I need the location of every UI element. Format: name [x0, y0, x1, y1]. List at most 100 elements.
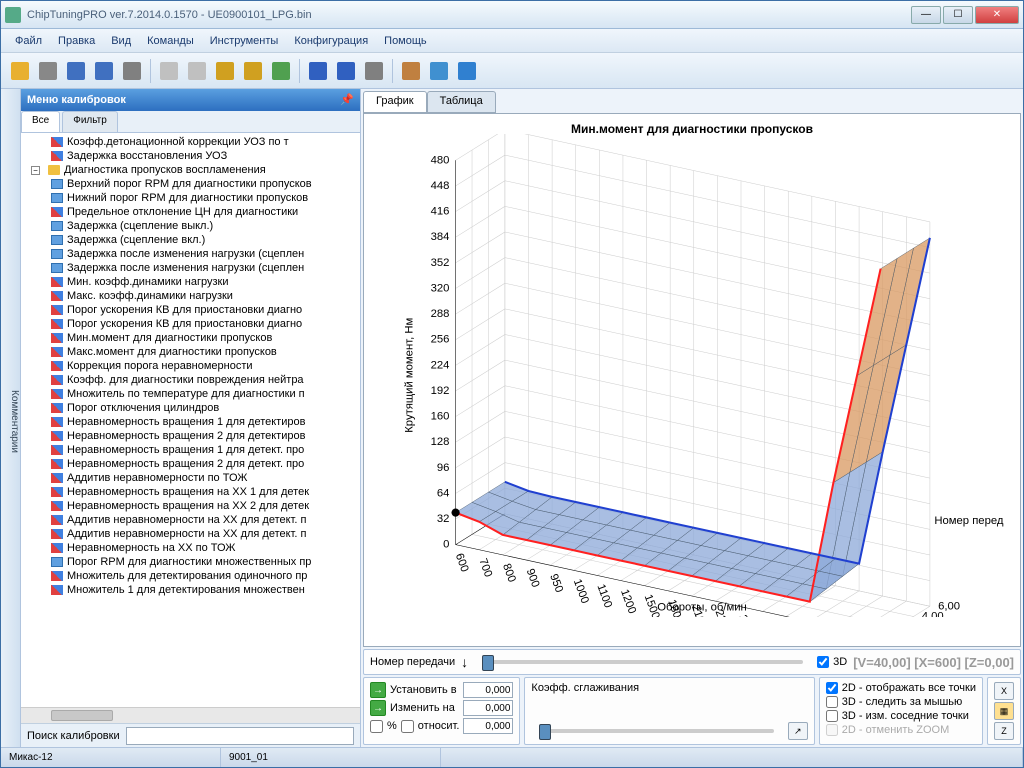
righttab-График[interactable]: График [363, 91, 427, 113]
tree-item[interactable]: Неравномерность вращения на ХХ 1 для дет… [23, 485, 358, 499]
tree-item[interactable]: Неравномерность вращения 1 для детект. п… [23, 443, 358, 457]
tree-hscroll[interactable] [21, 707, 360, 723]
tree-item[interactable]: Порог ускорения КВ для приостановки диаг… [23, 317, 358, 331]
smooth-apply-button[interactable]: ↗ [788, 722, 808, 740]
tree-item[interactable]: Неравномерность вращения 2 для детектиро… [23, 429, 358, 443]
lefttab-Фильтр[interactable]: Фильтр [62, 111, 118, 132]
tree-item[interactable]: Коррекция порога неравномерности [23, 359, 358, 373]
search-input[interactable] [126, 727, 354, 745]
menu-Вид[interactable]: Вид [105, 33, 137, 49]
chart-3d[interactable]: 0326496128160192224256288320352384416448… [394, 134, 1010, 617]
menu-Помощь[interactable]: Помощь [378, 33, 433, 49]
tree-item[interactable]: Аддитив неравномерности по ТОЖ [23, 471, 358, 485]
relative-checkbox[interactable] [401, 720, 414, 733]
tree-item[interactable]: Порог отключения цилиндров [23, 401, 358, 415]
tree-item[interactable]: Множитель по температуре для диагностики… [23, 387, 358, 401]
tree-item[interactable]: Мин. коэфф.динамики нагрузки [23, 275, 358, 289]
z-button[interactable]: Z [994, 722, 1014, 740]
status-left: Микас-12 [1, 748, 221, 767]
tree-item[interactable]: Неравномерность на ХХ по ТОЖ [23, 541, 358, 555]
diamond-button[interactable] [333, 58, 359, 84]
tree-item[interactable]: Задержка (сцепление вкл.) [23, 233, 358, 247]
percent-checkbox[interactable] [370, 720, 383, 733]
opt-checkbox[interactable] [826, 682, 838, 694]
open-button[interactable] [7, 58, 33, 84]
tree-item[interactable]: Задержка после изменения нагрузки (сцепл… [23, 261, 358, 275]
tree-item[interactable]: Задержка после изменения нагрузки (сцепл… [23, 247, 358, 261]
tree-item[interactable]: Верхний порог RPM для диагностики пропус… [23, 177, 358, 191]
tree-item[interactable]: Предельное отклонение ЦН для диагностики [23, 205, 358, 219]
app-icon [5, 7, 21, 23]
close-button[interactable]: ✕ [975, 6, 1019, 24]
print-button[interactable] [119, 58, 145, 84]
tree-item[interactable]: Макс. коэфф.динамики нагрузки [23, 289, 358, 303]
paste-button[interactable] [184, 58, 210, 84]
copy-button[interactable] [156, 58, 182, 84]
pin-icon[interactable]: 📌 [340, 93, 354, 107]
relative-input[interactable] [463, 718, 513, 734]
lefttab-Все[interactable]: Все [21, 111, 60, 132]
tree-item[interactable]: Макс.момент для диагностики пропусков [23, 345, 358, 359]
graph-icon [51, 487, 63, 497]
right-tabs: ГрафикТаблица [363, 91, 1021, 113]
graph-icon [51, 375, 63, 385]
righttab-Таблица[interactable]: Таблица [427, 91, 496, 113]
svg-text:288: 288 [431, 308, 450, 320]
set-input[interactable] [463, 682, 513, 698]
tool1-icon [402, 62, 420, 80]
3d-checkbox[interactable] [817, 656, 829, 668]
tree-item[interactable]: Неравномерность вращения 2 для детект. п… [23, 457, 358, 471]
opt-checkbox[interactable] [826, 696, 838, 708]
chart-button[interactable] [268, 58, 294, 84]
opt-checkbox[interactable] [826, 710, 838, 722]
menu-Правка[interactable]: Правка [52, 33, 101, 49]
maximize-button[interactable]: ☐ [943, 6, 973, 24]
undo-button[interactable] [212, 58, 238, 84]
smooth-slider[interactable] [539, 729, 773, 733]
toolbar [1, 53, 1023, 89]
save-button[interactable] [63, 58, 89, 84]
info-button[interactable] [305, 58, 331, 84]
set-button[interactable]: → [370, 682, 386, 698]
tree-item[interactable]: −Диагностика пропусков воспламенения [23, 163, 358, 177]
x-button[interactable]: X [994, 682, 1014, 700]
redo-button[interactable] [240, 58, 266, 84]
menu-Файл[interactable]: Файл [9, 33, 48, 49]
change-button[interactable]: → [370, 700, 386, 716]
gear-slider[interactable] [482, 660, 803, 664]
tree-item[interactable]: Задержка (сцепление выкл.) [23, 219, 358, 233]
diamond-icon [337, 62, 355, 80]
menu-Конфигурация[interactable]: Конфигурация [288, 33, 374, 49]
help-button[interactable] [454, 58, 480, 84]
tree-item[interactable]: Множитель 1 для детектирования множестве… [23, 583, 358, 597]
graph-icon [51, 151, 63, 161]
graph-icon [51, 361, 63, 371]
tree-item[interactable]: Неравномерность вращения 1 для детектиро… [23, 415, 358, 429]
change-input[interactable] [463, 700, 513, 716]
menu-Команды[interactable]: Команды [141, 33, 200, 49]
web-button[interactable] [426, 58, 452, 84]
dd1-button[interactable] [35, 58, 61, 84]
save-as-button[interactable] [91, 58, 117, 84]
tree-item[interactable]: Аддитив неравномерности на ХХ для детект… [23, 527, 358, 541]
tree-item[interactable]: Нижний порог RPM для диагностики пропуск… [23, 191, 358, 205]
graph-icon [51, 529, 63, 539]
grid-button[interactable]: ▦ [994, 702, 1014, 720]
tree-item[interactable]: Мин.момент для диагностики пропусков [23, 331, 358, 345]
tree-item[interactable]: Множитель для детектирования одиночного … [23, 569, 358, 583]
tree-item[interactable]: Коэфф. для диагностики повреждения нейтр… [23, 373, 358, 387]
tree-item[interactable]: Аддитив неравномерности на ХХ для детект… [23, 513, 358, 527]
comments-sidetab[interactable]: Комментарии [1, 89, 21, 747]
tree-item[interactable]: Порог RPM для диагностики множественных … [23, 555, 358, 569]
tree-item[interactable]: Неравномерность вращения на ХХ 2 для дет… [23, 499, 358, 513]
tool1-button[interactable] [398, 58, 424, 84]
tree-item[interactable]: Порог ускорения КВ для приостановки диаг… [23, 303, 358, 317]
tree-item[interactable]: Коэфф.детонационной коррекции УОЗ по т [23, 135, 358, 149]
minimize-button[interactable]: — [911, 6, 941, 24]
panel-header: Меню калибровок 📌 [21, 89, 360, 111]
search-button[interactable] [361, 58, 387, 84]
calibration-tree[interactable]: Коэфф.детонационной коррекции УОЗ по тЗа… [21, 133, 360, 707]
menu-Инструменты[interactable]: Инструменты [204, 33, 285, 49]
chart-area[interactable]: Мин.момент для диагностики пропусков 032… [363, 113, 1021, 647]
tree-item[interactable]: Задержка восстановления УОЗ [23, 149, 358, 163]
